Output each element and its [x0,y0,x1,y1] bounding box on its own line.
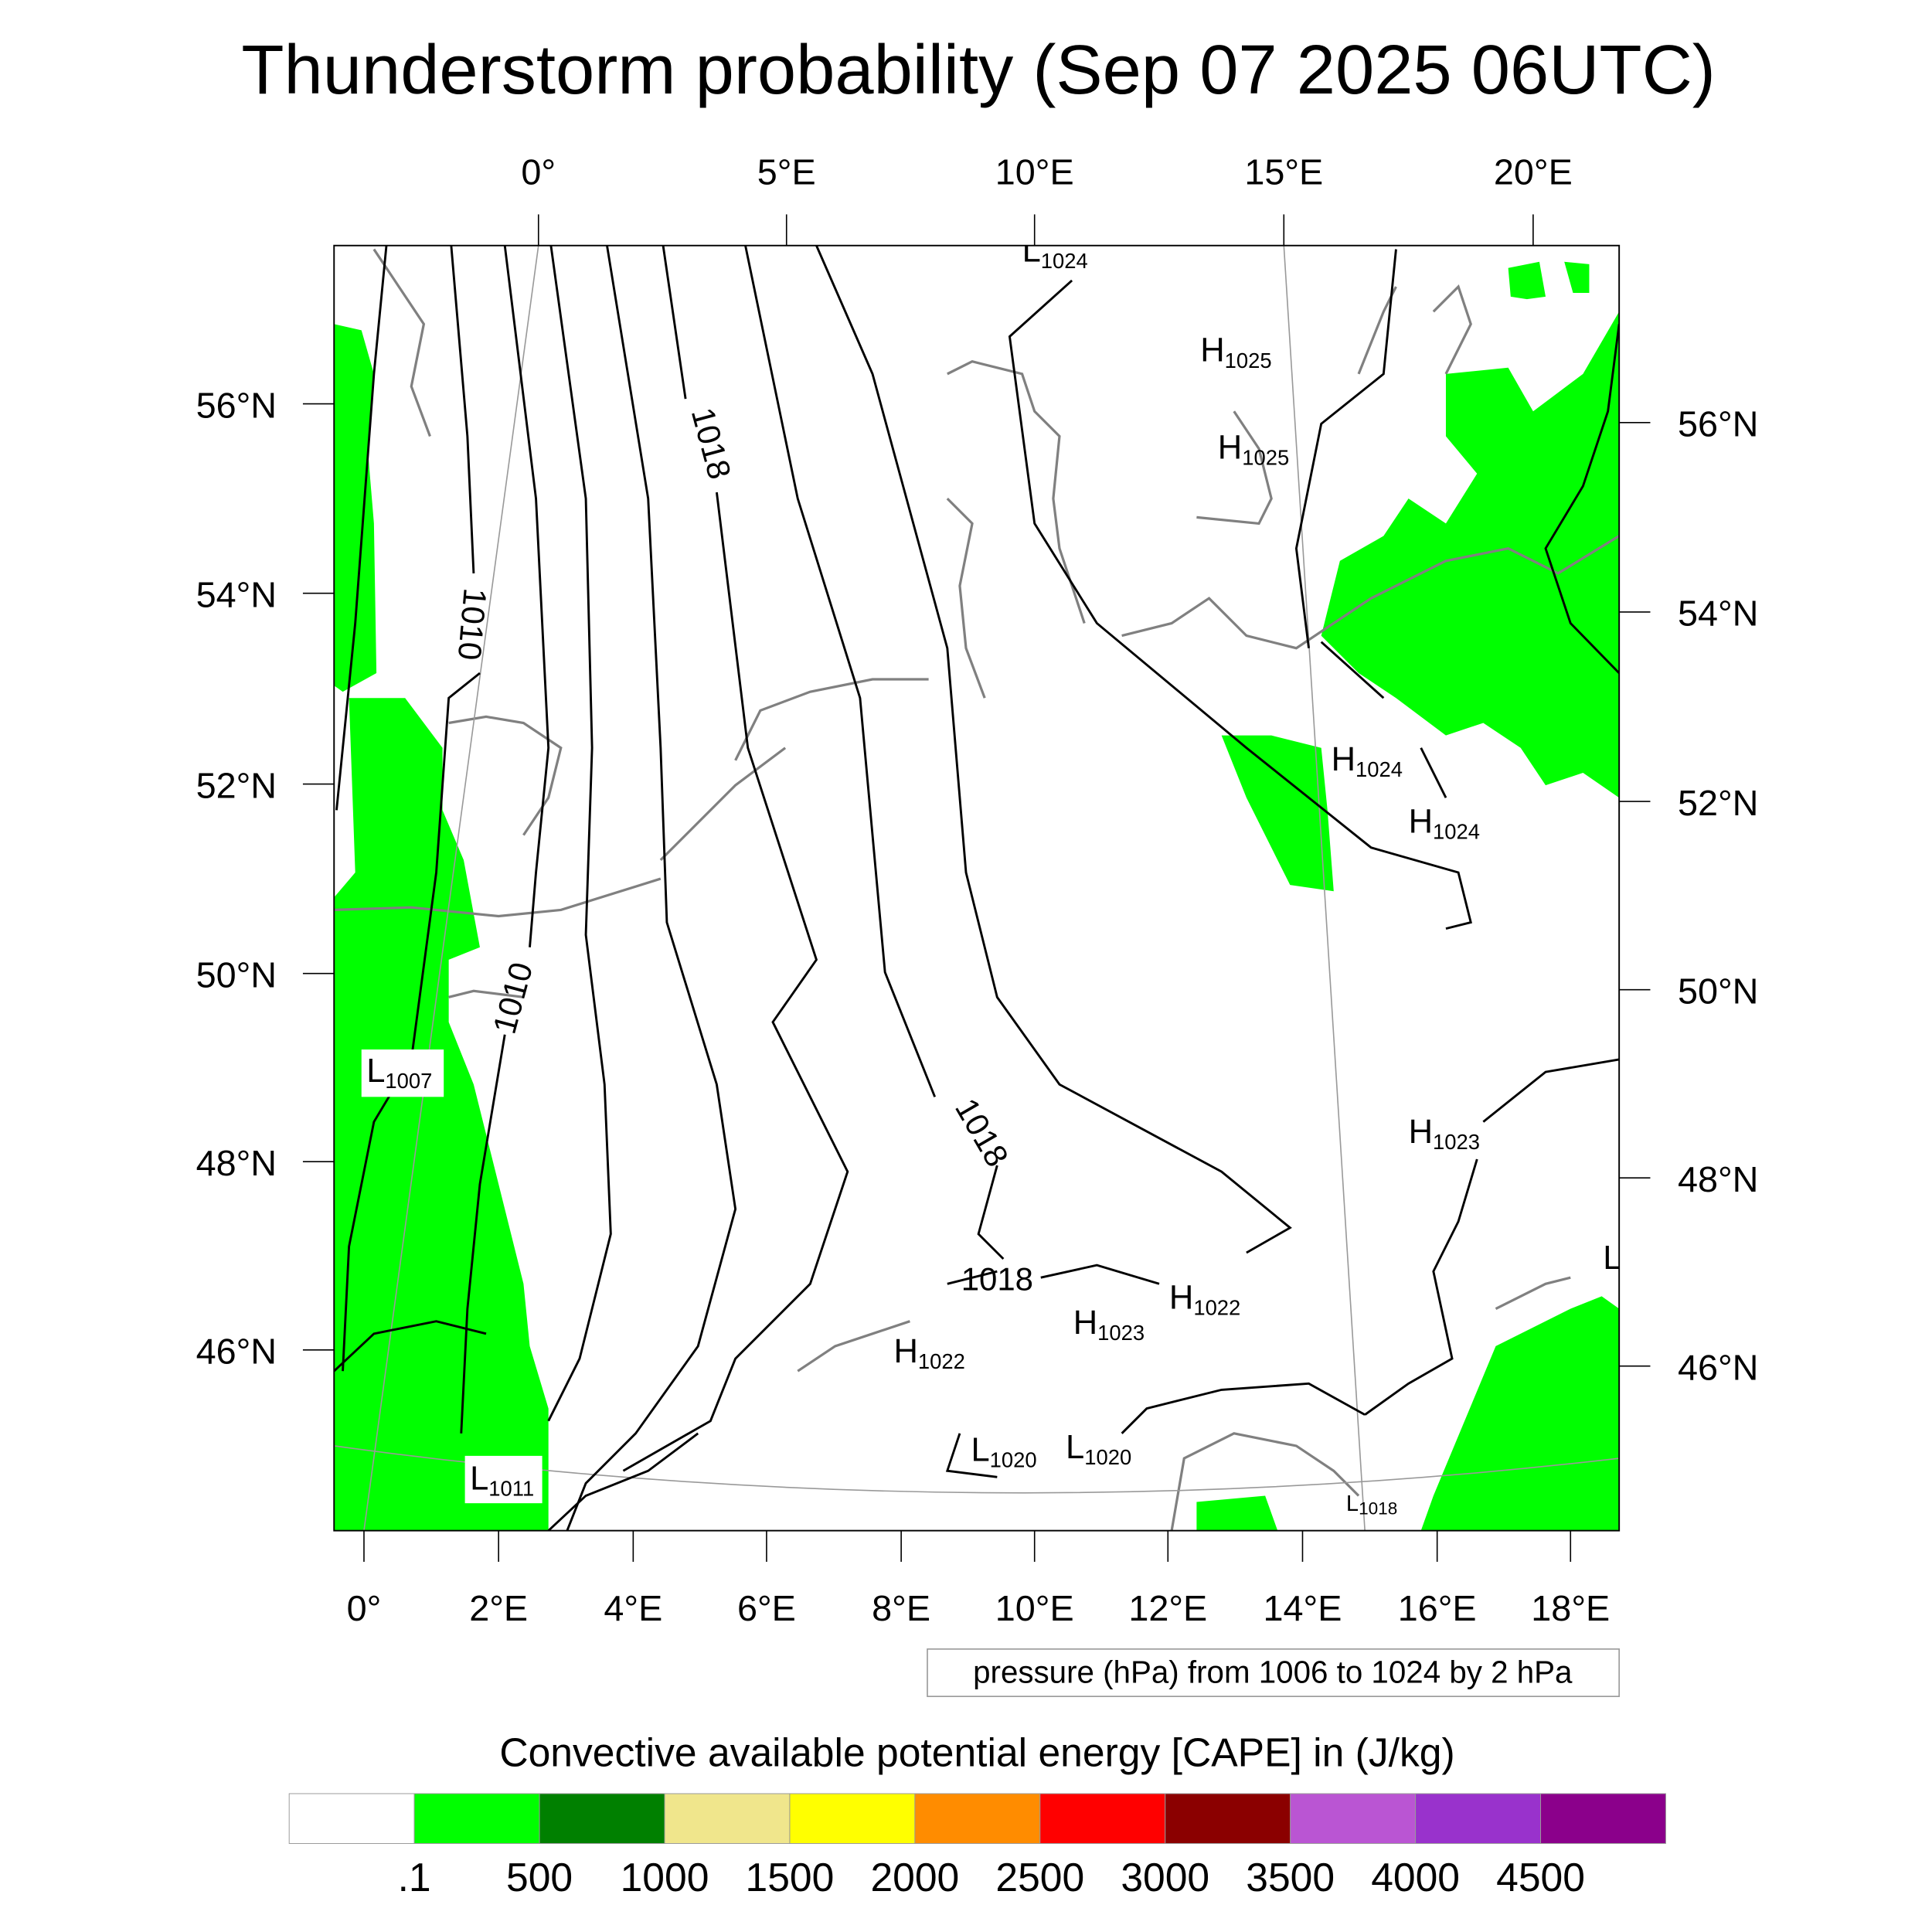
left-lat-tick: 48°N [196,1143,277,1183]
top-longitude-axis [537,214,1534,246]
low-center: L1011 [470,1460,534,1500]
low-center: L [1603,1240,1621,1277]
bottom-lon-tick: 8°E [872,1588,930,1628]
bottom-longitude-axis [363,1530,1572,1562]
bottom-lon-tick: 14°E [1264,1588,1342,1628]
coastlines [334,248,1620,1531]
cape-area-northeast [1508,261,1590,300]
left-lat-tick: 52°N [196,765,277,805]
bottom-lon-tick: 12°E [1128,1588,1207,1628]
top-lon-tick: 5°E [757,152,816,192]
high-center: H1025 [1218,430,1289,470]
colorbar [288,1793,1666,1844]
right-lat-tick: 54°N [1678,594,1759,634]
cape-area-west-strip [334,324,377,692]
colorbar-swatch [1039,1793,1166,1844]
colorbar-swatch [1165,1793,1291,1844]
low-center: L1018 [1346,1492,1397,1519]
isobars [334,245,1620,1531]
right-lat-tick: 52°N [1678,783,1759,823]
right-lat-tick: 46°N [1678,1347,1759,1387]
colorbar-title: Convective available potential energy [C… [499,1730,1454,1774]
contour-label-1010-south: 1010 [486,958,540,1037]
colorbar-label: 4500 [1496,1855,1585,1900]
colorbar-swatch [914,1793,1041,1844]
low-center: L1024 [1022,233,1088,273]
high-center: H1024 [1332,741,1403,781]
colorbar-label: 4000 [1371,1855,1460,1900]
right-latitude-axis [1619,421,1651,1367]
colorbar-swatch [288,1793,415,1844]
cape-area-southeast [1196,1296,1620,1531]
right-lat-tick: 56°N [1678,404,1759,444]
left-lat-tick: 54°N [196,574,277,614]
bottom-lon-tick: 2°E [469,1588,528,1628]
left-lat-tick: 56°N [196,385,277,425]
colorbar-swatch [1290,1793,1417,1844]
bottom-lon-tick: 6°E [737,1588,796,1628]
colorbar-label: 2500 [995,1855,1084,1900]
colorbar-label: 2000 [870,1855,959,1900]
contour-info-box [927,1648,1620,1697]
high-center: H1022 [1169,1280,1240,1320]
left-lat-tick: 46°N [196,1332,277,1372]
bottom-lon-tick: 16°E [1398,1588,1477,1628]
right-lat-tick: 48°N [1678,1159,1759,1199]
contour-label-1018-middle: 1018 [948,1092,1015,1172]
low-center: L1007 [366,1053,432,1093]
cape-area-west [334,698,549,1531]
high-center: H1025 [1200,332,1271,372]
colorbar-swatch [1540,1793,1666,1844]
map-panel: 1010 1018 1010 1018 1018 L1024 H1025 H10… [333,233,1621,1532]
colorbar-swatch [789,1793,916,1844]
colorbar-swatch [664,1793,791,1844]
colorbar-swatch [1415,1793,1542,1844]
high-center: H1023 [1409,1114,1480,1154]
left-latitude-axis [302,403,335,1351]
colorbar-label: 3000 [1121,1855,1209,1900]
bottom-lon-tick: 0° [347,1588,382,1628]
colorbar-labels: .1 500 1000 1500 2000 2500 3000 3500 4000 4500 [398,1855,1585,1900]
high-center: H1024 [1409,803,1480,843]
cape-fill [334,261,1620,1531]
chart-title: Thunderstorm probability (Sep 07 2025 06… [241,31,1716,109]
contour-label-1018-south: 1018 [961,1260,1033,1297]
top-lon-tick: 20°E [1494,152,1573,192]
contour-label-1018-north: 1018 [685,404,739,483]
top-lon-tick: 10°E [995,152,1074,192]
bottom-lon-tick: 4°E [604,1588,662,1628]
colorbar-swatch [413,1793,540,1844]
colorbar-swatch [539,1793,665,1844]
bottom-lon-tick: 18°E [1531,1588,1610,1628]
pressure-centers: L1024 H1025 H1025 H1024 H1024 L1007 H102… [361,233,1621,1519]
colorbar-label: .1 [398,1855,431,1900]
colorbar-label: 1500 [746,1855,835,1900]
map-border [333,244,1621,1532]
bottom-lon-tick: 10°E [995,1588,1074,1628]
high-center: H1023 [1073,1304,1145,1345]
low-center: L1020 [1066,1429,1131,1469]
colorbar-label: 500 [506,1855,573,1900]
colorbar-label: 1000 [621,1855,709,1900]
top-lon-tick: 15°E [1244,152,1323,192]
low-center: L1020 [971,1431,1036,1471]
top-lon-tick: 0° [521,152,556,192]
high-center: H1022 [893,1333,964,1373]
contour-info-text: pressure (hPa) from 1006 to 1024 by 2 hP… [973,1654,1573,1689]
cape-area-east [1321,311,1620,798]
contour-label-1010-north: 1010 [451,587,494,662]
cape-area-poland [1221,735,1334,892]
colorbar-label: 3500 [1246,1855,1335,1900]
left-lat-tick: 50°N [196,954,277,995]
right-lat-tick: 50°N [1678,971,1759,1011]
